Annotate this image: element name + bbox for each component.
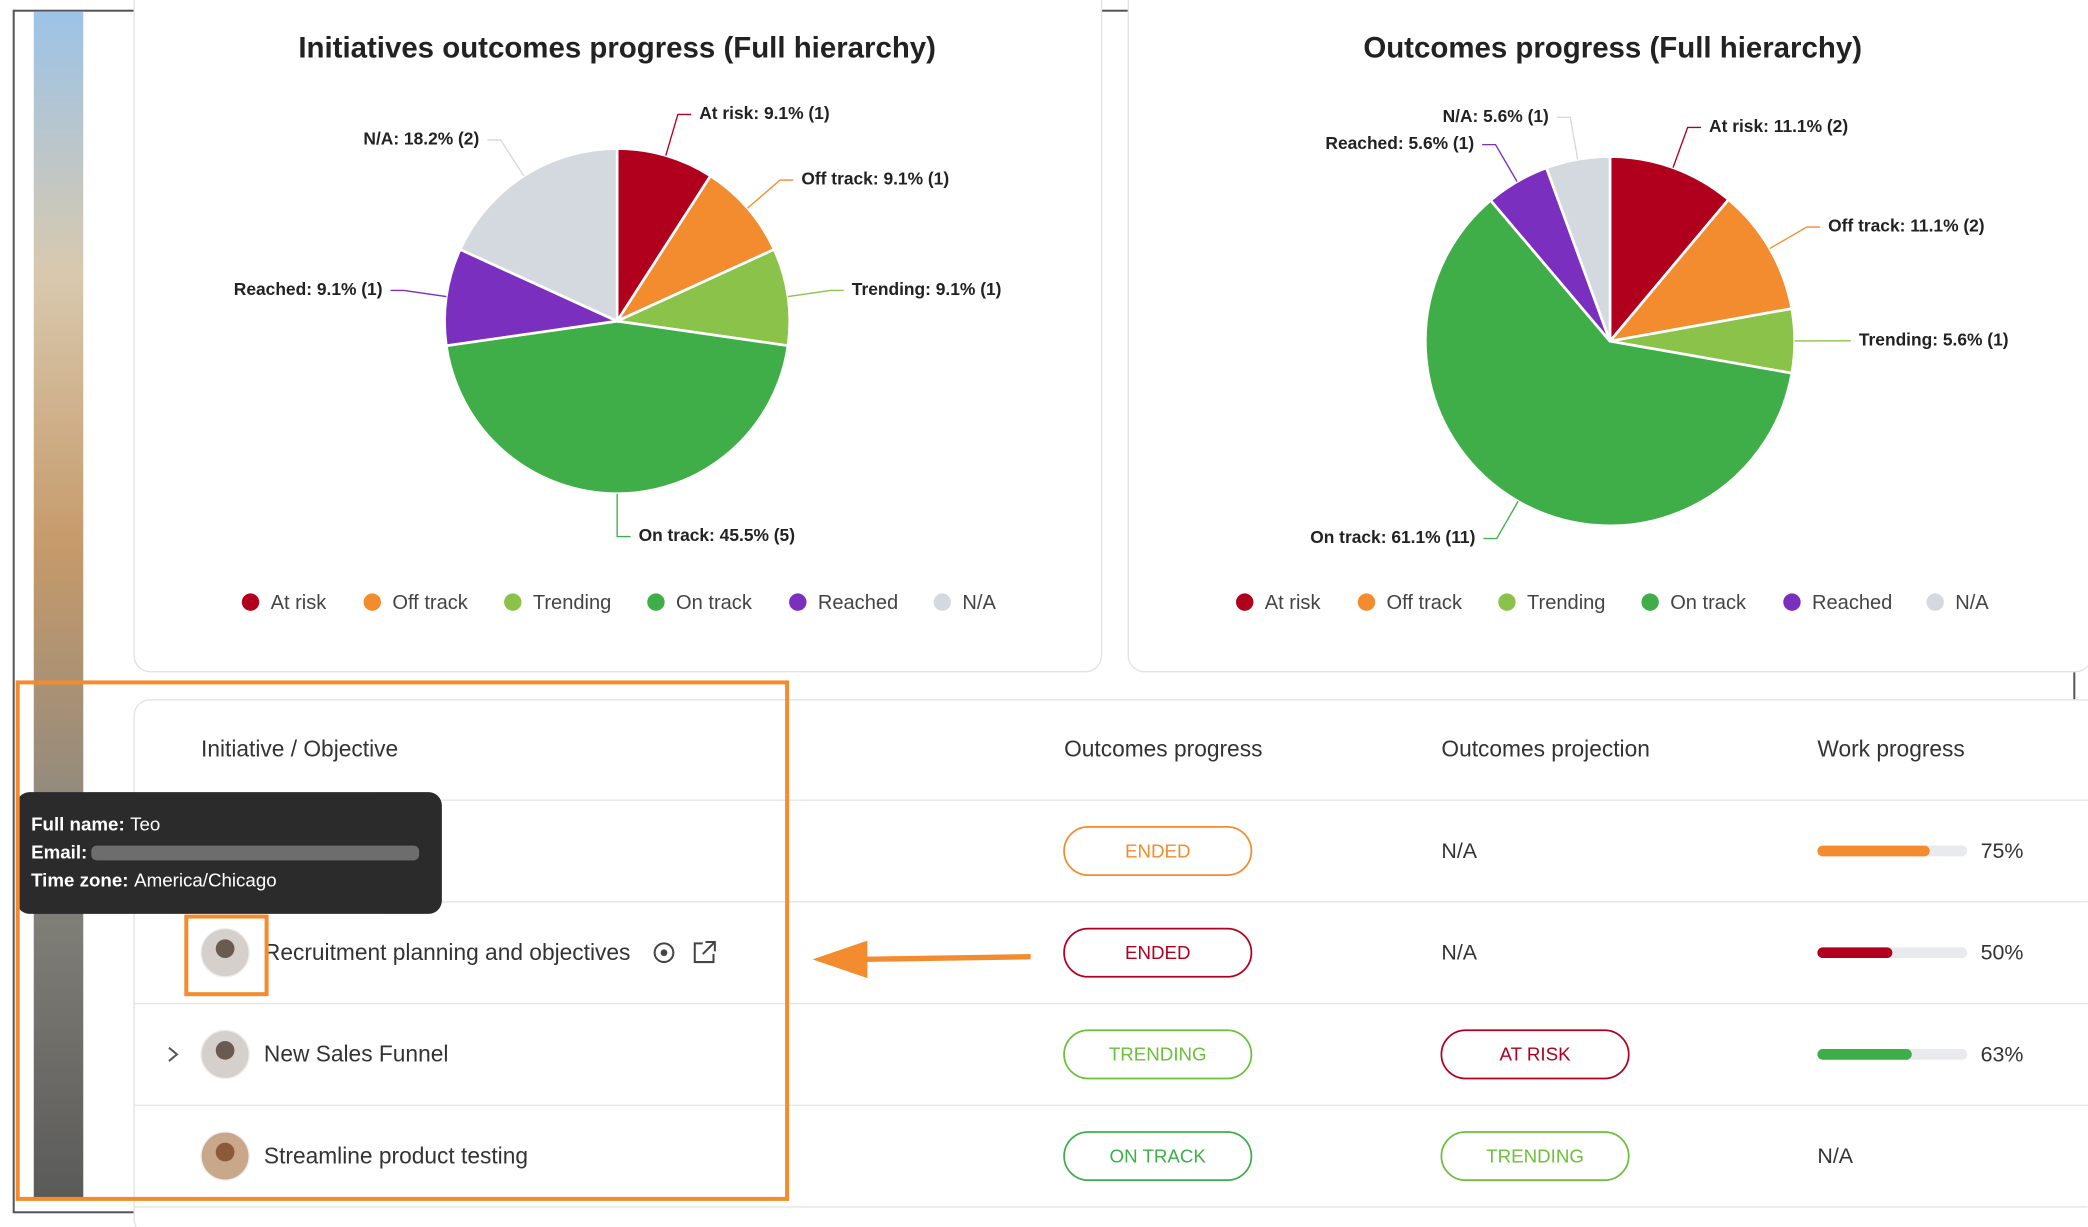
target-dot [660, 949, 668, 957]
data-label: On track: 61.1% (11) [1310, 527, 1475, 547]
legend-marker [1498, 593, 1516, 611]
status-text: ENDED [1125, 840, 1191, 861]
progress-label: N/A [1817, 1144, 1853, 1168]
legend-marker [241, 593, 260, 611]
legend-label: Off track [1387, 592, 1463, 614]
target-icon[interactable] [653, 942, 675, 964]
column-header: Initiative / Objective [201, 736, 398, 762]
tooltip-value: Teo [130, 814, 160, 835]
data-label: Trending: 9.1% (1) [852, 279, 1002, 299]
progress-bar [1817, 947, 1893, 959]
blurred-email [91, 845, 420, 861]
tooltip-value: America/Chicago [134, 870, 277, 891]
leader-line [1769, 226, 1821, 250]
leader-line [1556, 116, 1579, 160]
tooltip-label: Full name: [31, 814, 125, 835]
initiative-name[interactable]: New Sales Funnel [264, 1041, 448, 1067]
legend-label: Reached [818, 592, 898, 614]
leader-line [1482, 143, 1518, 182]
legend-marker [1926, 593, 1944, 611]
status-text: ON TRACK [1110, 1145, 1207, 1166]
data-label: At risk: 11.1% (2) [1709, 116, 1848, 136]
data-label: Reached: 5.6% (1) [1325, 133, 1474, 153]
status-badge [1063, 1131, 1253, 1182]
arrow-line [856, 954, 1031, 963]
progress-label: 63% [1981, 1042, 2024, 1066]
legend-marker [933, 593, 952, 611]
leader-line [616, 493, 631, 538]
highlight-avatar [184, 914, 269, 997]
data-label: Off track: 9.1% (1) [801, 169, 949, 189]
legend-marker [1357, 593, 1376, 611]
pie-slice [458, 147, 619, 324]
status-text: TRENDING [1486, 1145, 1584, 1166]
data-label: At risk: 9.1% (1) [699, 103, 829, 123]
column-header: Outcomes progress [1064, 736, 1262, 762]
leader-line [665, 113, 692, 156]
tooltip-label: Email: [31, 842, 87, 863]
status-badge [1063, 826, 1253, 876]
legend-marker [363, 593, 381, 611]
data-label: N/A: 5.6% (1) [1443, 106, 1549, 126]
pie-slice [1424, 198, 1794, 528]
projection-text: N/A [1441, 839, 1477, 863]
leader-line [487, 139, 525, 177]
leader-line [787, 289, 844, 298]
leader-line [1483, 501, 1519, 540]
legend-label: N/A [1955, 592, 1989, 614]
leader-line [390, 289, 447, 298]
legend-label: At risk [271, 592, 328, 614]
status-badge [1440, 1029, 1630, 1080]
avatar-face [215, 1142, 235, 1162]
projection-text: N/A [1441, 941, 1477, 965]
leader-line [747, 179, 794, 209]
column-header: Work progress [1817, 736, 1964, 762]
initiative-name[interactable]: Recruitment planning and objectives [264, 939, 631, 965]
data-label: Reached: 9.1% (1) [234, 279, 383, 299]
legend-label: Reached [1812, 592, 1892, 614]
data-label: N/A: 18.2% (2) [363, 128, 479, 148]
legend-label: On track [1670, 592, 1747, 614]
legend-marker [647, 593, 665, 611]
status-badge [1063, 927, 1253, 978]
avatar-face [215, 939, 235, 959]
highlight-box [15, 680, 790, 1201]
column-header: Outcomes projection [1441, 736, 1650, 762]
legend-marker [789, 593, 807, 611]
progress-bar [1817, 845, 1930, 857]
legend-label: On track [676, 592, 753, 614]
tooltip: Full name: Teo Email: Time zone: America… [16, 792, 442, 914]
tooltip-label: Time zone: [31, 870, 128, 891]
status-text: ENDED [1125, 942, 1191, 963]
avatar-face [215, 1041, 235, 1060]
legend-marker [504, 593, 522, 611]
data-label: On track: 45.5% (5) [639, 525, 795, 545]
side-image [33, 12, 84, 1198]
progress-label: 50% [1981, 941, 2024, 965]
legend-marker [1641, 593, 1659, 611]
arrow-head [812, 940, 868, 979]
leader-line [1672, 126, 1702, 168]
initiative-name[interactable]: Streamline product testing [264, 1142, 528, 1168]
expand-chevron[interactable] [168, 1046, 179, 1062]
status-text: AT RISK [1500, 1044, 1572, 1065]
status-text: TRENDING [1109, 1044, 1207, 1065]
legend-label: Trending [533, 592, 611, 614]
status-badge [1440, 1131, 1630, 1182]
legend-marker [1783, 593, 1801, 611]
progress-bar [1817, 1049, 1912, 1060]
legend-marker [1236, 593, 1254, 611]
status-badge [1063, 1029, 1253, 1080]
legend-label: N/A [962, 592, 996, 614]
data-label: Trending: 5.6% (1) [1859, 329, 2009, 349]
progress-label: 75% [1981, 839, 2024, 863]
chart-title: Initiatives outcomes progress (Full hier… [298, 31, 936, 64]
legend-label: At risk [1265, 592, 1322, 614]
chart-title: Outcomes progress (Full hierarchy) [1363, 31, 1862, 64]
data-label: Off track: 11.1% (2) [1828, 216, 1984, 236]
legend-label: Trending [1527, 592, 1605, 614]
legend-label: Off track [392, 592, 468, 614]
open-link-icon[interactable] [693, 940, 716, 964]
